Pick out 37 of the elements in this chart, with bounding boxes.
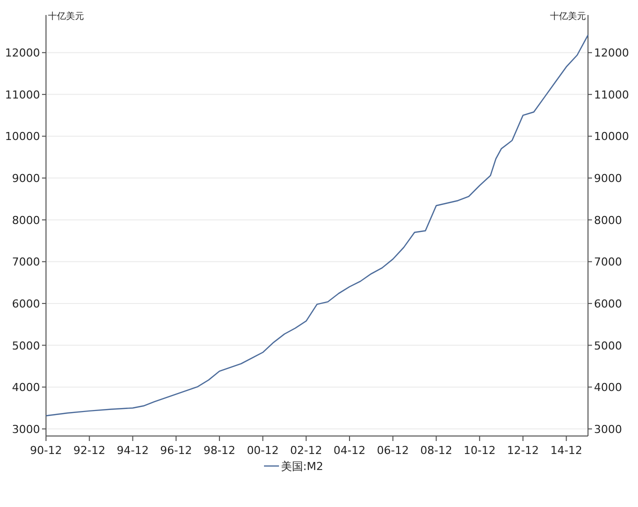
- x-tick-label: 14-12: [550, 444, 582, 457]
- y-axis-title: 十亿美元: [48, 11, 84, 22]
- x-tick-label: 10-12: [464, 444, 496, 457]
- y2-tick-label: 7000: [594, 256, 622, 269]
- x-tick-label: 02-12: [290, 444, 322, 457]
- y-tick-label: 12000: [5, 46, 40, 60]
- legend-label: 美国:M2: [281, 460, 324, 473]
- y2-tick-label: 6000: [594, 297, 622, 310]
- y2-axis-title: 十亿美元: [550, 11, 586, 22]
- legend: 美国:M2: [264, 460, 324, 473]
- y-tick-label: 6000: [12, 297, 40, 310]
- y2-tick-label: 5000: [594, 339, 622, 352]
- y2-tick-label: 10000: [594, 130, 629, 144]
- x-tick-label: 98-12: [203, 444, 236, 457]
- x-tick-label: 04-12: [334, 444, 366, 457]
- x-tick-label: 00-12: [246, 444, 279, 457]
- y2-tick-label: 9000: [594, 172, 622, 186]
- x-tick-label: 92-12: [73, 444, 106, 457]
- y-tick-label: 9000: [12, 172, 40, 186]
- y-tick-label: 11000: [5, 88, 40, 102]
- x-tick-label: 90-12: [30, 444, 62, 457]
- y2-tick-label: 12000: [594, 46, 629, 60]
- y-tick-label: 7000: [12, 256, 40, 269]
- y-tick-label: 3000: [12, 422, 40, 436]
- y-tick-label: 4000: [12, 381, 40, 394]
- x-tick-label: 96-12: [160, 444, 192, 457]
- y-tick-label: 10000: [5, 130, 40, 144]
- y-tick-label: 8000: [12, 214, 40, 227]
- y2-tick-label: 3000: [594, 422, 622, 436]
- y-tick-label: 5000: [12, 339, 40, 352]
- y2-tick-label: 4000: [594, 381, 622, 394]
- x-tick-label: 06-12: [376, 444, 409, 457]
- y2-tick-label: 8000: [594, 214, 622, 227]
- x-tick-label: 08-12: [420, 444, 452, 457]
- x-tick-label: 94-12: [116, 444, 149, 457]
- y2-tick-label: 11000: [594, 88, 629, 102]
- x-tick-label: 12-12: [506, 444, 539, 457]
